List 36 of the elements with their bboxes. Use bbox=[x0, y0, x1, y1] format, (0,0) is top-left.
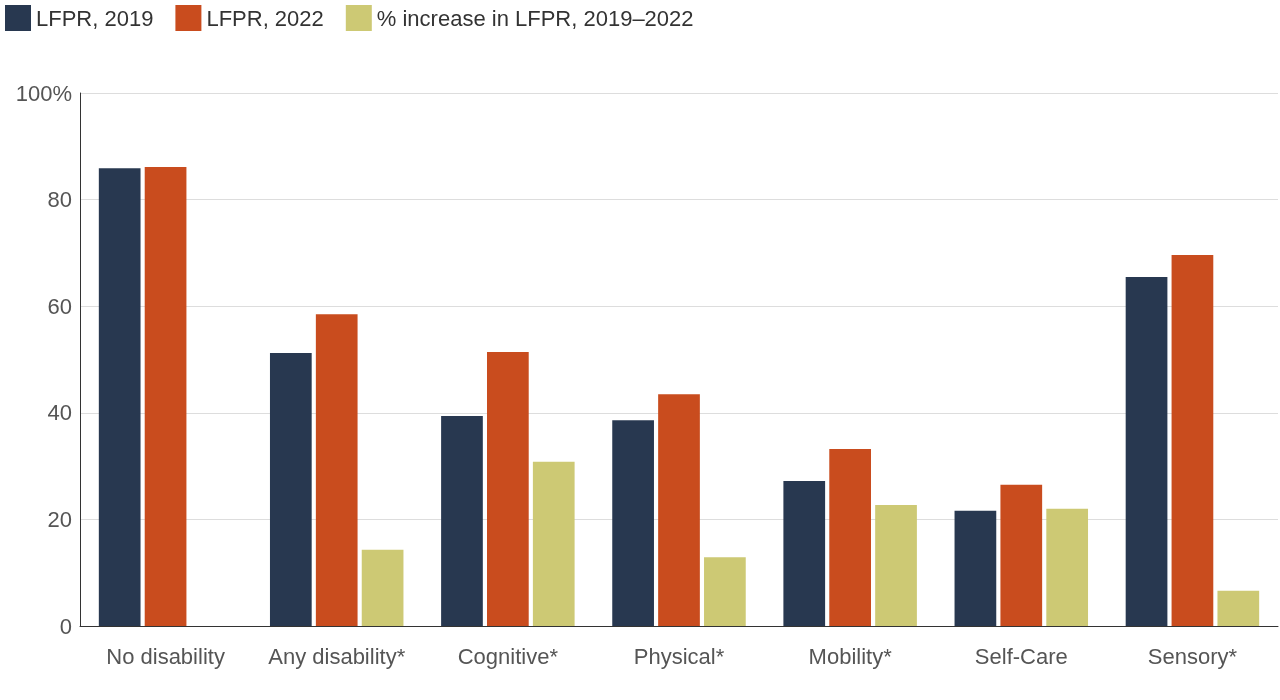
legend-label: LFPR, 2019 bbox=[36, 5, 154, 31]
x-tick-label: Self-Care bbox=[974, 643, 1068, 669]
x-tick-label: Cognitive* bbox=[457, 643, 559, 669]
y-tick-label: 80 bbox=[47, 187, 72, 213]
x-tick-label: Physical* bbox=[633, 643, 725, 669]
x-tick-label: Mobility* bbox=[808, 643, 893, 669]
legend-label: % increase in LFPR, 2019–2022 bbox=[376, 5, 694, 31]
bar bbox=[829, 449, 871, 626]
y-tick-label: 40 bbox=[47, 400, 72, 426]
bar bbox=[1217, 590, 1260, 626]
bar bbox=[98, 168, 141, 626]
legend-label: LFPR, 2022 bbox=[206, 5, 324, 31]
bar bbox=[1171, 255, 1214, 626]
y-tick-label: 0 bbox=[59, 613, 72, 639]
bar bbox=[658, 394, 700, 626]
bar bbox=[144, 167, 187, 626]
y-tick-label: 60 bbox=[47, 293, 72, 319]
bar bbox=[704, 557, 746, 626]
bar bbox=[532, 461, 575, 626]
bar bbox=[487, 352, 529, 626]
bar bbox=[783, 481, 826, 626]
bar bbox=[1125, 276, 1168, 626]
bar bbox=[1046, 508, 1089, 626]
bar bbox=[875, 505, 917, 626]
x-tick-label: Sensory* bbox=[1147, 643, 1238, 669]
bar bbox=[612, 420, 654, 626]
bar bbox=[361, 549, 404, 626]
y-tick-label: 100% bbox=[15, 80, 72, 106]
bar bbox=[954, 510, 997, 626]
bar bbox=[269, 353, 312, 626]
x-tick-label: Any disability* bbox=[268, 643, 406, 669]
bar bbox=[441, 416, 483, 626]
x-tick-label: No disability bbox=[106, 643, 225, 669]
y-tick-label: 20 bbox=[47, 506, 72, 532]
bar bbox=[1000, 484, 1043, 626]
bar bbox=[315, 314, 358, 626]
